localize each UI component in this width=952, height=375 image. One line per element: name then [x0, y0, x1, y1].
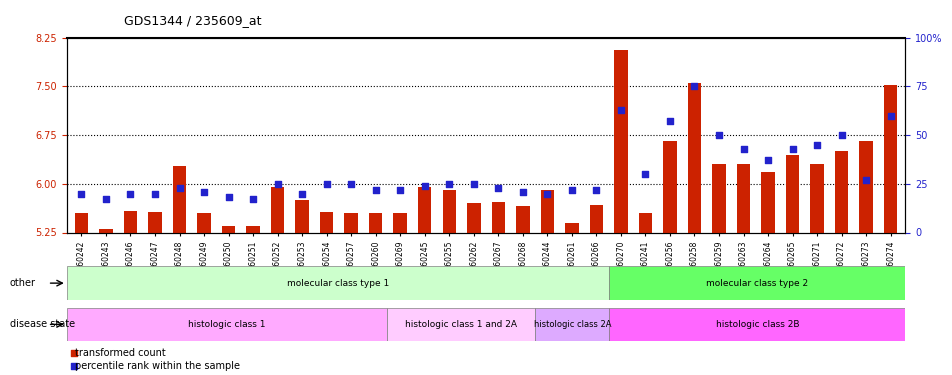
Point: [148, 190, 163, 196]
Bar: [736, 164, 749, 232]
Bar: [320, 212, 333, 232]
Text: other: other: [10, 278, 35, 288]
Bar: [809, 164, 823, 232]
Bar: [785, 154, 799, 232]
Bar: [393, 213, 407, 232]
Bar: [368, 213, 382, 232]
Point: [515, 189, 530, 195]
Text: disease state: disease state: [10, 320, 74, 329]
Point: [564, 187, 579, 193]
Point: [343, 181, 358, 187]
Bar: [687, 83, 701, 232]
Point: [833, 132, 848, 138]
Bar: [67, 266, 608, 300]
Point: [196, 189, 211, 195]
Bar: [761, 172, 774, 232]
Point: [858, 177, 873, 183]
Bar: [67, 308, 387, 341]
Point: [784, 146, 800, 152]
Point: [539, 190, 554, 196]
Bar: [834, 151, 847, 232]
Point: [269, 181, 285, 187]
Bar: [344, 213, 358, 232]
Text: molecular class type 1: molecular class type 1: [287, 279, 388, 288]
Point: [123, 190, 138, 196]
Point: [246, 196, 261, 202]
Point: [760, 158, 775, 164]
Text: transformed count: transformed count: [75, 348, 166, 358]
Bar: [535, 308, 608, 341]
Bar: [883, 85, 897, 232]
Text: histologic class 2A: histologic class 2A: [533, 320, 610, 329]
Bar: [608, 266, 904, 300]
Point: [686, 83, 702, 89]
Bar: [491, 202, 505, 232]
Point: [808, 142, 823, 148]
Text: histologic class 1: histologic class 1: [188, 320, 266, 329]
Bar: [222, 226, 235, 232]
Point: [417, 183, 432, 189]
Point: [735, 146, 750, 152]
Bar: [859, 141, 872, 232]
Bar: [608, 308, 904, 341]
Bar: [270, 187, 284, 232]
Point: [67, 363, 82, 369]
Point: [588, 187, 604, 193]
Bar: [613, 51, 627, 232]
Bar: [516, 207, 529, 232]
Text: histologic class 2B: histologic class 2B: [715, 320, 799, 329]
Point: [392, 187, 407, 193]
Point: [883, 112, 898, 118]
Point: [466, 181, 481, 187]
Point: [73, 190, 89, 196]
Point: [67, 350, 82, 356]
Point: [490, 184, 506, 190]
Bar: [295, 200, 308, 232]
Point: [98, 196, 113, 202]
Bar: [197, 213, 210, 232]
Text: histologic class 1 and 2A: histologic class 1 and 2A: [405, 320, 517, 329]
Bar: [466, 203, 480, 232]
Bar: [540, 190, 553, 232]
Bar: [663, 141, 676, 232]
Point: [221, 194, 236, 200]
Bar: [74, 213, 89, 232]
Text: GDS1344 / 235609_at: GDS1344 / 235609_at: [124, 14, 261, 27]
Bar: [246, 226, 260, 232]
Bar: [638, 213, 651, 232]
Bar: [711, 164, 725, 232]
Point: [319, 181, 334, 187]
Point: [662, 118, 677, 124]
Point: [710, 132, 725, 138]
Bar: [589, 204, 603, 232]
Bar: [565, 223, 578, 232]
Bar: [99, 229, 112, 232]
Bar: [149, 212, 162, 232]
Text: percentile rank within the sample: percentile rank within the sample: [75, 361, 240, 371]
Bar: [124, 211, 137, 232]
Text: molecular class type 2: molecular class type 2: [705, 279, 807, 288]
Bar: [418, 187, 431, 232]
Point: [294, 190, 309, 196]
Point: [637, 171, 652, 177]
Point: [367, 187, 383, 193]
Point: [613, 106, 628, 112]
Point: [441, 181, 456, 187]
Point: [171, 184, 187, 190]
Bar: [442, 190, 455, 232]
Bar: [387, 308, 535, 341]
Bar: [172, 165, 186, 232]
